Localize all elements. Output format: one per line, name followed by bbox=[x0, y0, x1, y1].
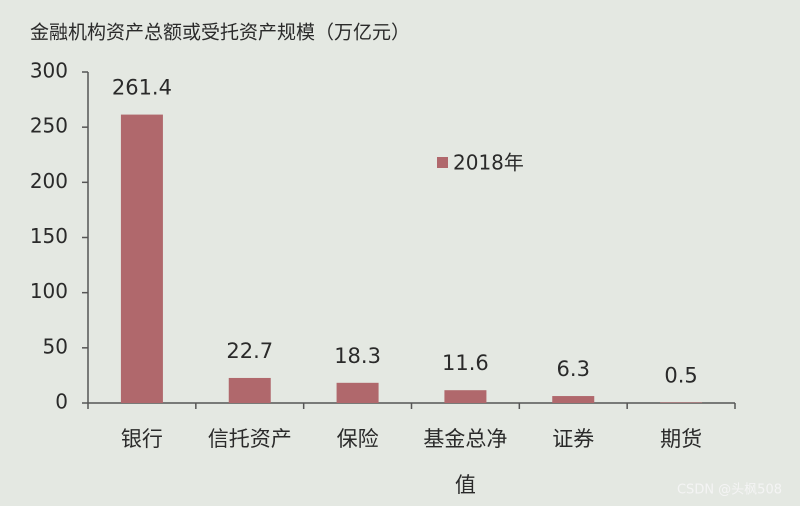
data-label: 6.3 bbox=[557, 357, 590, 381]
x-tick-label: 银行 bbox=[121, 427, 163, 451]
legend-label: 2018年 bbox=[453, 151, 524, 175]
x-tick-label: 期货 bbox=[660, 427, 702, 451]
x-tick-label: 信托资产 bbox=[208, 427, 292, 451]
y-tick-label: 250 bbox=[30, 114, 68, 138]
data-label: 261.4 bbox=[112, 76, 172, 100]
data-label: 22.7 bbox=[226, 339, 273, 363]
x-tick-label: 证券 bbox=[552, 427, 594, 451]
y-tick-label: 150 bbox=[30, 224, 68, 248]
bar bbox=[120, 114, 163, 403]
chart-title: 金融机构资产总额或受托资产规模（万亿元） bbox=[30, 22, 410, 44]
bar bbox=[444, 390, 487, 403]
y-tick-label: 0 bbox=[55, 390, 68, 414]
bar bbox=[336, 382, 379, 403]
y-tick-label: 300 bbox=[30, 59, 68, 83]
legend-swatch bbox=[437, 157, 448, 168]
bar bbox=[228, 377, 271, 403]
bar bbox=[660, 402, 703, 403]
data-label: 0.5 bbox=[664, 363, 697, 387]
bar bbox=[552, 396, 595, 403]
y-tick-label: 50 bbox=[43, 334, 68, 358]
y-tick-label: 200 bbox=[30, 169, 68, 193]
watermark: CSDN @头枫508 bbox=[677, 483, 782, 498]
data-label: 11.6 bbox=[442, 351, 489, 375]
x-tick-label: 保险 bbox=[337, 427, 379, 451]
x-tick-label: 基金总净值 bbox=[423, 427, 507, 497]
y-tick-label: 100 bbox=[30, 279, 68, 303]
data-label: 18.3 bbox=[334, 344, 381, 368]
